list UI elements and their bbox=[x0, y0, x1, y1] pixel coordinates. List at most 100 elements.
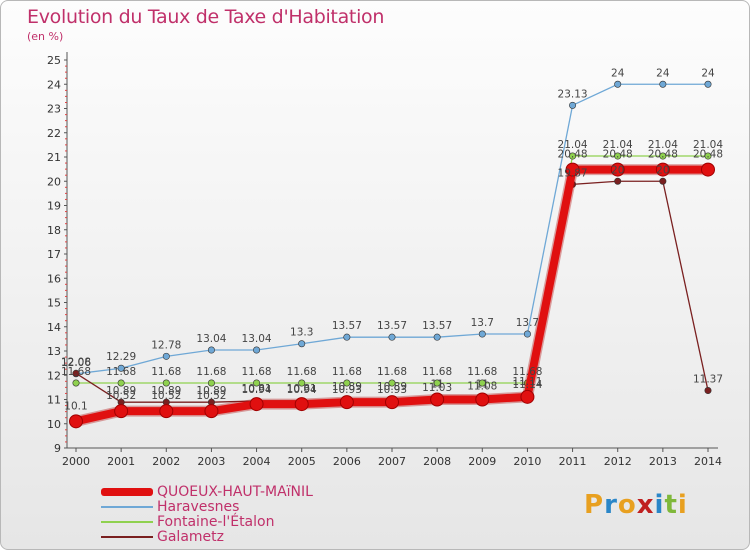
data-point bbox=[117, 379, 125, 387]
data-point bbox=[478, 379, 486, 387]
x-tick-label: 2009 bbox=[468, 455, 496, 468]
series-layer bbox=[69, 80, 715, 429]
data-point bbox=[614, 80, 622, 88]
data-label: 10.89 bbox=[332, 381, 362, 393]
x-tick-label: 2008 bbox=[423, 455, 451, 468]
data-point bbox=[388, 379, 396, 387]
x-tick-label: 2012 bbox=[604, 455, 632, 468]
data-point bbox=[343, 379, 351, 387]
data-point bbox=[388, 333, 396, 341]
proxiti-logo: Proxiti bbox=[584, 490, 688, 520]
data-label: 13.7 bbox=[516, 317, 539, 329]
data-label: 10.52 bbox=[196, 390, 226, 402]
x-tick-label: 2000 bbox=[62, 455, 90, 468]
data-label: 11.11 bbox=[512, 376, 542, 388]
data-label: 11.08 bbox=[467, 381, 497, 393]
data-label: 11.68 bbox=[422, 366, 452, 378]
x-tick-label: 2007 bbox=[378, 455, 406, 468]
x-tick-label: 2013 bbox=[649, 455, 677, 468]
data-point bbox=[298, 340, 306, 348]
data-point bbox=[385, 395, 399, 410]
data-label: 11.68 bbox=[61, 366, 91, 378]
data-point bbox=[433, 333, 441, 341]
data-point bbox=[339, 395, 354, 410]
logo-letter: o bbox=[617, 490, 637, 520]
data-label: 13.57 bbox=[332, 320, 362, 332]
data-label: 11.03 bbox=[422, 382, 452, 394]
data-point bbox=[614, 152, 622, 160]
data-label: 12.08 bbox=[61, 356, 91, 368]
data-label: 11.68 bbox=[151, 366, 181, 378]
data-point bbox=[343, 333, 351, 341]
data-label: 20.48 bbox=[558, 149, 588, 161]
data-label: 20 bbox=[611, 164, 624, 176]
y-tick-label: 16 bbox=[47, 272, 61, 285]
data-point bbox=[72, 379, 80, 387]
data-point bbox=[72, 369, 80, 377]
data-label: 10.89 bbox=[151, 385, 181, 397]
data-label: 11.68 bbox=[106, 366, 136, 378]
data-point bbox=[294, 397, 309, 412]
data-label: 11.37 bbox=[693, 374, 723, 386]
legend-swatch bbox=[101, 521, 153, 523]
legend-swatch bbox=[101, 536, 153, 538]
data-label: 11.68 bbox=[467, 366, 497, 378]
data-label: 12.06 bbox=[61, 357, 91, 369]
data-point bbox=[659, 152, 667, 160]
data-point bbox=[117, 364, 125, 372]
data-point bbox=[207, 346, 215, 354]
data-point bbox=[610, 162, 625, 177]
data-point bbox=[523, 330, 531, 338]
data-label: 13.3 bbox=[290, 327, 313, 339]
data-point bbox=[475, 392, 490, 407]
y-tick-label: 22 bbox=[47, 127, 61, 140]
data-point bbox=[433, 379, 441, 387]
y-tick-label: 24 bbox=[47, 78, 61, 91]
data-point bbox=[701, 162, 715, 177]
data-label: 24 bbox=[656, 67, 670, 79]
data-label: 11.68 bbox=[287, 366, 317, 378]
data-label: 10.94 bbox=[242, 384, 272, 396]
y-tick-label: 12 bbox=[47, 369, 61, 382]
data-label: 10.89 bbox=[106, 385, 136, 397]
data-label: 10.52 bbox=[106, 390, 136, 402]
x-tick-label: 2006 bbox=[333, 455, 361, 468]
legend-label: Fontaine-l'Étalon bbox=[157, 514, 275, 530]
data-label: 19.87 bbox=[558, 167, 588, 179]
data-point bbox=[655, 162, 670, 177]
y-tick-label: 18 bbox=[47, 224, 61, 237]
data-label: 13.57 bbox=[377, 320, 407, 332]
data-label: 10.81 bbox=[287, 383, 317, 395]
x-tick-label: 2014 bbox=[694, 455, 722, 468]
data-label: 13.04 bbox=[196, 333, 226, 345]
x-tick-label: 2003 bbox=[197, 455, 225, 468]
data-label: 21.04 bbox=[603, 139, 633, 151]
y-tick-label: 17 bbox=[47, 248, 61, 261]
data-point bbox=[69, 414, 83, 429]
data-point bbox=[207, 379, 215, 387]
data-point bbox=[478, 330, 486, 338]
logo-letter: x bbox=[636, 490, 655, 520]
data-point bbox=[114, 404, 129, 419]
data-label: 11.68 bbox=[512, 366, 542, 378]
data-label: 13.04 bbox=[242, 333, 272, 345]
logo-letter: P bbox=[584, 490, 605, 520]
data-point bbox=[659, 80, 667, 88]
data-label: 11 bbox=[430, 379, 443, 391]
data-point bbox=[614, 177, 622, 185]
x-tick-label: 2011 bbox=[559, 455, 587, 468]
x-tick-label: 2005 bbox=[288, 455, 316, 468]
data-label: 10.1 bbox=[64, 400, 87, 412]
data-point bbox=[569, 101, 577, 109]
data-point bbox=[659, 177, 667, 185]
data-label: 21.04 bbox=[693, 139, 723, 151]
logo-letter: r bbox=[604, 490, 618, 520]
series-0 bbox=[69, 162, 715, 429]
legend-swatch bbox=[101, 506, 153, 508]
data-label: 21.04 bbox=[648, 139, 678, 151]
legend-swatch bbox=[101, 488, 153, 496]
data-point bbox=[253, 346, 261, 354]
data-point bbox=[298, 379, 306, 387]
data-label: 10.81 bbox=[242, 383, 272, 395]
